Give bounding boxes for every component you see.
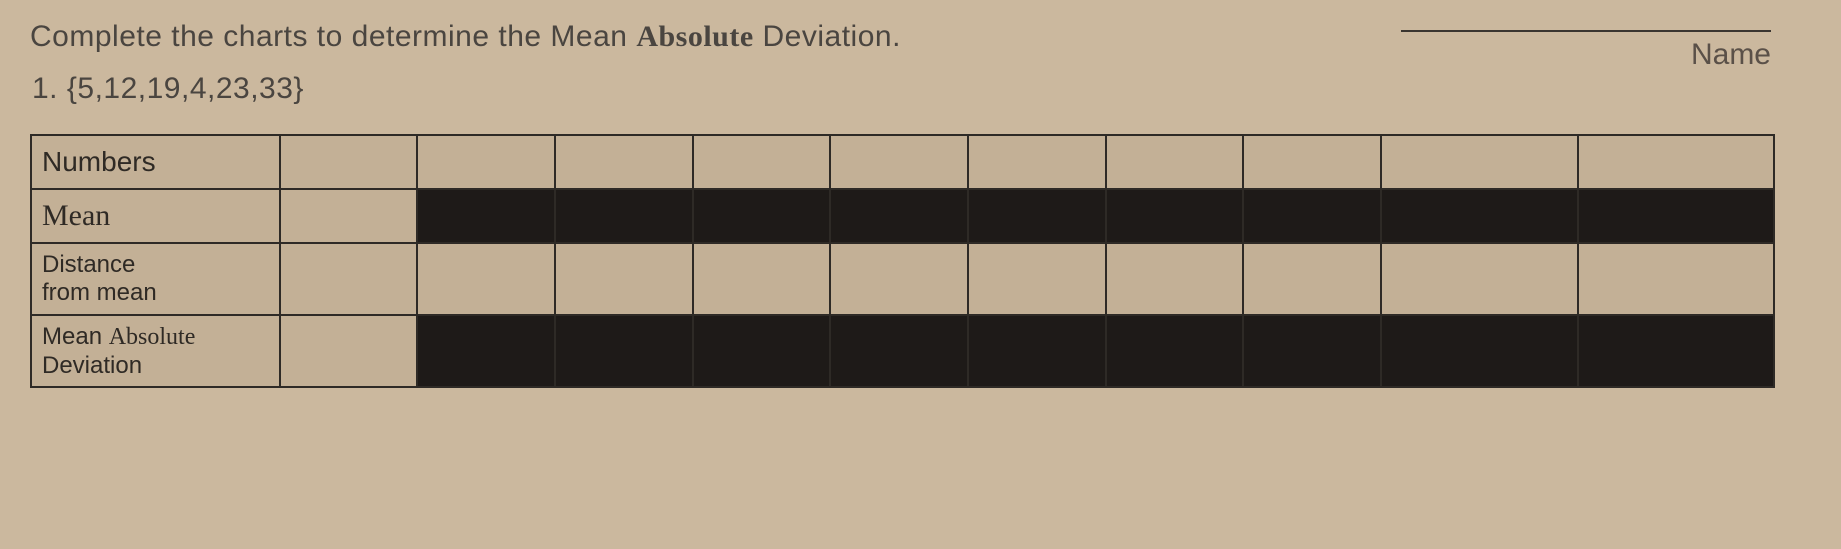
numbers-cell-8[interactable] (1243, 135, 1381, 189)
distance-cell-4[interactable] (693, 243, 831, 315)
distance-cell-5[interactable] (830, 243, 968, 315)
row-mad: Mean Absolute Deviation (31, 315, 1774, 387)
name-block: Name (1401, 30, 1771, 72)
numbers-cell-2[interactable] (417, 135, 555, 189)
instruction-handwritten: Absolute (636, 20, 753, 53)
distance-cell-9[interactable] (1381, 243, 1578, 315)
numbers-cell-10[interactable] (1578, 135, 1775, 189)
distance-label-line1: Distance (42, 251, 269, 279)
mad-shaded-5 (830, 315, 968, 387)
distance-cell-7[interactable] (1106, 243, 1244, 315)
row-numbers: Numbers (31, 135, 1774, 189)
mad-shaded-9 (1381, 315, 1578, 387)
mad-label-line1: Mean Absolute (42, 323, 269, 352)
numbers-cell-3[interactable] (555, 135, 693, 189)
problem-dataset: {5,12,19,4,23,33} (67, 72, 304, 105)
mean-shaded-10 (1578, 189, 1775, 243)
mad-label-pre: Mean (42, 323, 109, 350)
mean-shaded-6 (968, 189, 1106, 243)
mean-shaded-4 (693, 189, 831, 243)
mean-shaded-3 (555, 189, 693, 243)
numbers-cell-4[interactable] (693, 135, 831, 189)
distance-cell-10[interactable] (1578, 243, 1775, 315)
row-mean-label: Mean (31, 189, 280, 243)
mean-shaded-2 (417, 189, 555, 243)
mad-shaded-2 (417, 315, 555, 387)
mean-answer-cell[interactable] (280, 189, 418, 243)
mad-label-line2: Deviation (42, 352, 269, 380)
distance-cell-8[interactable] (1243, 243, 1381, 315)
distance-label-line2: from mean (42, 279, 269, 307)
mean-shaded-9 (1381, 189, 1578, 243)
distance-cell-1[interactable] (280, 243, 418, 315)
row-numbers-label: Numbers (31, 135, 280, 189)
instruction-post: Deviation. (754, 20, 901, 53)
problem-number: 1. (32, 72, 58, 105)
numbers-cell-1[interactable] (280, 135, 418, 189)
mad-shaded-6 (968, 315, 1106, 387)
numbers-cell-7[interactable] (1106, 135, 1244, 189)
mad-shaded-7 (1106, 315, 1244, 387)
mad-label-hw: Absolute (109, 324, 196, 350)
mad-shaded-4 (693, 315, 831, 387)
distance-cell-3[interactable] (555, 243, 693, 315)
numbers-cell-9[interactable] (1381, 135, 1578, 189)
name-underline (1401, 30, 1771, 32)
mean-shaded-8 (1243, 189, 1381, 243)
mean-shaded-5 (830, 189, 968, 243)
numbers-cell-5[interactable] (830, 135, 968, 189)
row-mad-label: Mean Absolute Deviation (31, 315, 280, 387)
name-label: Name (1401, 38, 1771, 72)
mad-shaded-8 (1243, 315, 1381, 387)
mad-chart-table: Numbers Mean Distance from mean (30, 134, 1775, 388)
row-mean: Mean (31, 189, 1774, 243)
instruction-pre: Complete the charts to determine the Mea… (30, 20, 636, 53)
mad-shaded-3 (555, 315, 693, 387)
row-distance: Distance from mean (31, 243, 1774, 315)
problem-line: 1. {5,12,19,4,23,33} (32, 72, 1811, 106)
mean-shaded-7 (1106, 189, 1244, 243)
row-distance-label: Distance from mean (31, 243, 280, 315)
distance-cell-6[interactable] (968, 243, 1106, 315)
distance-cell-2[interactable] (417, 243, 555, 315)
mad-shaded-10 (1578, 315, 1775, 387)
mad-answer-cell[interactable] (280, 315, 418, 387)
numbers-cell-6[interactable] (968, 135, 1106, 189)
